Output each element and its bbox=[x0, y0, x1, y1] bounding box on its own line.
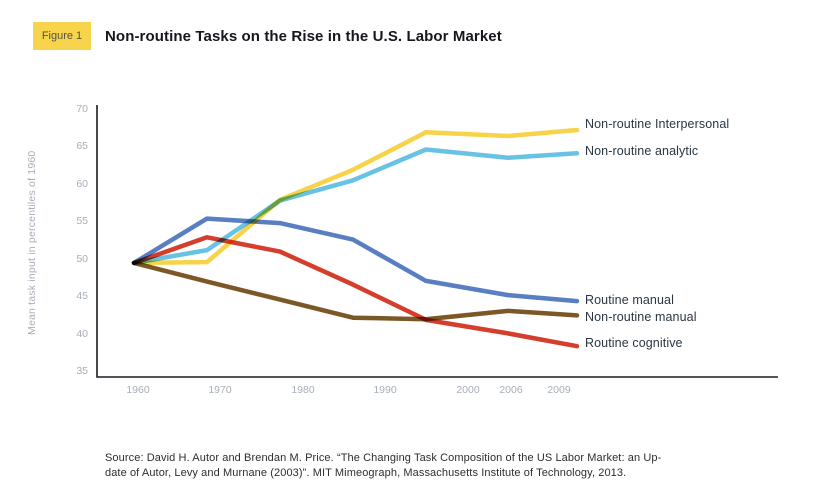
source-line-1: Source: David H. Autor and Brendan M. Pr… bbox=[105, 452, 662, 464]
source-citation: Source: David H. Autor and Brendan M. Pr… bbox=[105, 451, 661, 480]
series-label-non-routine-analytic: Non-routine analytic bbox=[585, 144, 699, 158]
figure-title: Non-routine Tasks on the Rise in the U.S… bbox=[105, 27, 502, 45]
series-line-routine-manual bbox=[131, 216, 580, 304]
x-tick-1970: 1970 bbox=[208, 384, 232, 396]
figure-badge: Figure 1 bbox=[33, 22, 91, 50]
series-line-non-routine-interpersonal bbox=[131, 127, 580, 266]
series-line-routine-cognitive bbox=[131, 235, 580, 349]
source-line-2: date of Autor, Levy and Murnane (2003)”.… bbox=[105, 466, 627, 479]
x-tick-1990: 1990 bbox=[373, 384, 397, 396]
series-line-non-routine-analytic bbox=[131, 147, 580, 266]
axis-lines bbox=[96, 105, 778, 378]
x-tick-2009: 2009 bbox=[547, 384, 571, 396]
y-tick-60: 60 bbox=[76, 177, 88, 190]
y-tick-65: 65 bbox=[76, 140, 88, 153]
series-label-non-routine-manual: Non-routine manual bbox=[585, 310, 697, 324]
x-tick-1980: 1980 bbox=[291, 384, 315, 396]
series-line-non-routine-manual bbox=[131, 260, 580, 322]
y-tick-35: 35 bbox=[76, 365, 88, 378]
y-axis-label: Mean task input in percentiles of 1960 bbox=[26, 150, 38, 336]
series-label-routine-manual: Routine manual bbox=[585, 293, 674, 307]
x-tick-2000: 2000 bbox=[456, 384, 480, 396]
x-tick-1960: 1960 bbox=[126, 384, 150, 396]
x-tick-2006: 2006 bbox=[499, 384, 523, 396]
y-tick-55: 55 bbox=[76, 215, 88, 228]
y-tick-40: 40 bbox=[76, 327, 88, 340]
series-label-routine-cognitive: Routine cognitive bbox=[585, 336, 683, 350]
y-tick-70: 70 bbox=[76, 102, 88, 115]
series-label-non-routine-interpersonal: Non-routine Interpersonal bbox=[585, 117, 730, 131]
y-tick-50: 50 bbox=[76, 252, 88, 265]
y-tick-45: 45 bbox=[76, 290, 88, 303]
